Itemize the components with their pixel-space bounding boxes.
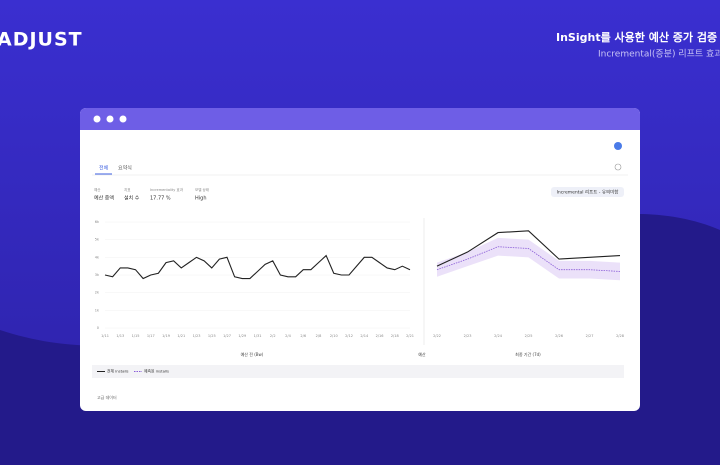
legend-label: 전체 installs [107, 369, 129, 374]
x-tick-label: 1/21 [177, 334, 185, 338]
x-tick-label: 2/12 [345, 334, 353, 338]
metric-value: 예산 증액 [94, 195, 114, 202]
close-button[interactable] [614, 142, 622, 150]
y-tick-label: 5k [95, 238, 100, 242]
info-icon[interactable] [614, 163, 622, 171]
x-tick-label: 1/15 [132, 334, 140, 338]
x-tick-label: 2/2 [270, 334, 276, 338]
line [104, 254, 411, 280]
line [436, 246, 621, 272]
y-tick-label: 3k [95, 273, 100, 277]
window [80, 108, 640, 411]
x-tick-label: 2/25 [525, 334, 533, 338]
x-tick-label: 2/28 [616, 334, 624, 338]
x-tick-label: 2/26 [555, 334, 563, 338]
x-tick-label: 2/24 [494, 334, 503, 338]
x-tick-label: 1/25 [208, 334, 216, 338]
subtitle: Incremental(증분) 리프트 효과 [598, 49, 720, 60]
y-tick-label: 2k [95, 291, 100, 295]
dot [106, 115, 114, 123]
x-tick-label: 1/13 [116, 334, 124, 338]
legend-label: 예측된 installs [144, 369, 169, 374]
x-tick-label: 2/23 [464, 334, 472, 338]
axis-label: 예산 [418, 351, 426, 357]
metric-label: 모델 상태 [195, 187, 209, 192]
x-tick-label: 1/17 [147, 334, 155, 338]
axis-label: 최종 기간 (7d) [515, 351, 541, 357]
metric-value: High [195, 196, 207, 202]
tab[interactable]: 요약식 [118, 165, 132, 172]
x-tick-label: 2/22 [433, 334, 441, 338]
x-tick-label: 1/31 [254, 334, 262, 338]
metric-label: 예산 [94, 187, 101, 192]
x-tick-label: 2/10 [330, 334, 338, 338]
y-tick-label: 4k [95, 255, 100, 259]
x-tick-label: 2/18 [391, 334, 399, 338]
x-tick-label: 1/11 [101, 334, 109, 338]
x-tick-label: 2/27 [586, 334, 594, 338]
logo: ADJUST [0, 29, 83, 51]
link[interactable]: 고급 데이터 [97, 394, 117, 400]
y-tick-label: 0 [97, 326, 99, 330]
x-tick-label: 1/19 [162, 334, 170, 338]
dot [119, 115, 127, 123]
y-tick-label: 1k [95, 308, 100, 312]
metric-label: Incrementality 효과 [150, 187, 184, 192]
x-tick-label: 2/4 [285, 334, 291, 338]
metric-value: 17.77 % [150, 196, 171, 202]
x-tick-label: 2/21 [406, 334, 414, 338]
legend-box [92, 365, 624, 378]
x-tick-label: 1/27 [223, 334, 231, 338]
title: InSight를 사용한 예산 증가 검증 테 [556, 30, 720, 44]
line [436, 230, 621, 267]
axis-label: 예산 전 (Bw) [241, 351, 264, 357]
x-tick-label: 1/29 [238, 334, 246, 338]
badge [551, 187, 624, 197]
x-tick-label: 2/16 [376, 334, 384, 338]
dot [93, 115, 101, 123]
badge-text: Incremental 리프트 - 유의미함 [557, 189, 619, 196]
window-bar [80, 108, 640, 130]
y-tick-label: 6k [95, 220, 100, 224]
metric-value: 설치 수 [124, 195, 140, 202]
x-tick-label: 2/8 [316, 334, 322, 338]
tab[interactable]: 전체 [99, 165, 109, 172]
x-tick-label: 2/6 [300, 334, 306, 338]
x-tick-label: 2/14 [360, 334, 369, 338]
x-tick-label: 1/23 [193, 334, 201, 338]
metric-label: 지표 [124, 187, 131, 192]
